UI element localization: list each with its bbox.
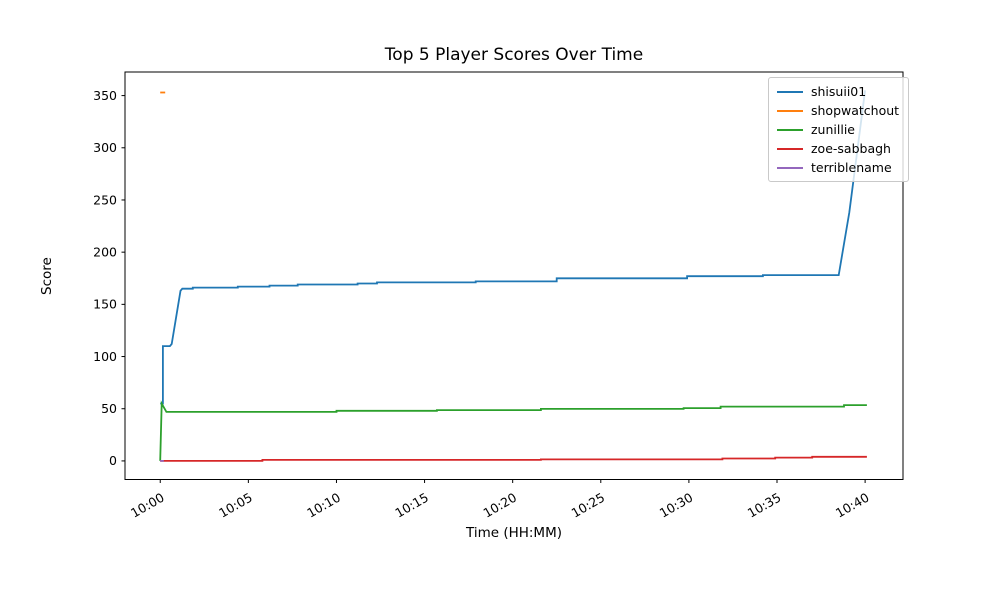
x-tick-label: 10:25	[569, 490, 608, 521]
y-tick-label: 300	[93, 140, 117, 155]
y-tick-label: 350	[93, 88, 117, 103]
y-tick-label: 0	[109, 453, 117, 468]
legend-item-shopwatchout: shopwatchout	[777, 101, 899, 120]
x-tick-label: 10:40	[833, 490, 872, 521]
y-axis-label: Score	[39, 257, 55, 295]
x-tick-label: 10:30	[657, 490, 696, 521]
legend-label: zunillie	[811, 122, 855, 137]
x-tick-label: 10:35	[745, 490, 784, 521]
series-line-zunillie	[159, 400, 867, 461]
plot-border	[124, 71, 904, 480]
legend-swatch-line	[777, 109, 803, 112]
legend-label: shopwatchout	[811, 103, 900, 118]
legend-label: zoe-sabbagh	[811, 141, 891, 156]
legend-item-zunillie: zunillie	[777, 120, 899, 139]
x-tick-label: 10:05	[216, 490, 255, 521]
legend-label: shisuii01	[811, 84, 867, 99]
legend: shisuii01 shopwatchout zunillie zoe-sabbagh…	[768, 77, 910, 182]
x-axis-label: Time (HH:MM)	[465, 525, 562, 541]
legend-item-shisuii01: shisuii01	[777, 82, 899, 101]
y-tick-label: 250	[93, 192, 117, 207]
legend-item-terriblename: terriblename	[777, 158, 899, 177]
legend-label: terriblename	[811, 160, 892, 175]
y-tick-label: 150	[93, 297, 117, 312]
series-line-shisuii01	[160, 90, 866, 405]
legend-item-zoe-sabbagh: zoe-sabbagh	[777, 139, 899, 158]
y-tick-label: 50	[101, 401, 117, 416]
y-tick-label: 100	[93, 349, 117, 364]
x-tick-label: 10:20	[480, 490, 519, 521]
legend-swatch-line	[777, 90, 803, 93]
legend-swatch-line	[777, 166, 803, 169]
x-tick-label: 10:15	[392, 490, 431, 521]
legend-swatch-line	[777, 128, 803, 131]
legend-swatch-line	[777, 147, 803, 150]
x-tick-label: 10:00	[128, 490, 167, 521]
chart-title: Top 5 Player Scores Over Time	[384, 45, 644, 65]
series-line-zoe-sabbagh	[160, 455, 867, 462]
y-tick-label: 200	[93, 244, 117, 259]
x-tick-label: 10:10	[304, 490, 343, 521]
